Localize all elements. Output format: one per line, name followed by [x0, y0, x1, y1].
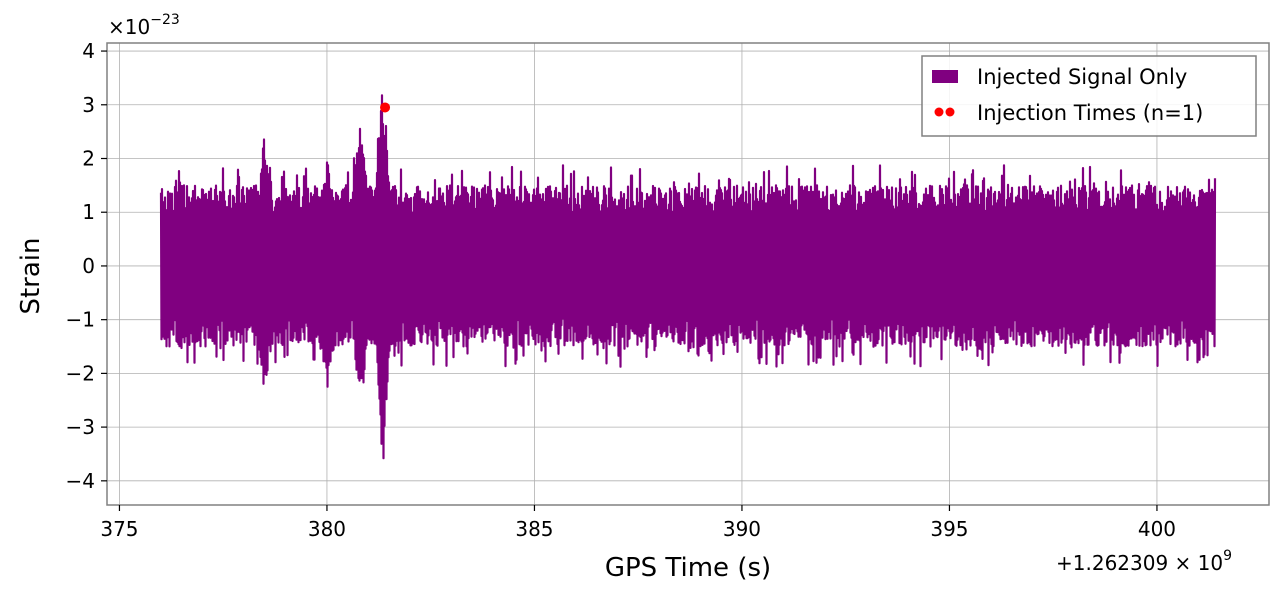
y-axis-label: Strain — [16, 237, 46, 314]
injection-point — [380, 102, 391, 113]
x-tick-label: 375 — [100, 517, 138, 541]
y-tick-label: −4 — [66, 469, 95, 493]
axis-ticks: 375 380 385 390 395 400 4 3 2 1 0 −1 −2 −3 −4 — [66, 39, 1177, 541]
legend-label-signal: Injected Signal Only — [977, 65, 1187, 89]
plot-frame — [106, 42, 1270, 506]
legend-label-injection: Injection Times (n=1) — [977, 101, 1203, 125]
y-tick-label: −3 — [66, 415, 95, 439]
legend: Injected Signal Only Injection Times (n=… — [921, 55, 1257, 137]
signal-line — [159, 94, 1217, 460]
injection-series — [380, 102, 391, 113]
x-axis-label: GPS Time (s) — [605, 553, 771, 583]
y-tick-label: 0 — [82, 254, 95, 278]
x-tick-label: 400 — [1138, 517, 1176, 541]
x-tick-label: 390 — [723, 517, 761, 541]
y-multiplier-label: ×10−23 — [108, 12, 180, 39]
y-tick-label: −1 — [66, 308, 95, 332]
signal-series — [159, 94, 1217, 460]
y-tick-label: 2 — [82, 147, 95, 171]
legend-swatch-signal — [932, 70, 958, 83]
y-tick-label: 1 — [82, 200, 95, 224]
y-tick-label: 3 — [82, 93, 95, 117]
x-tick-label: 395 — [930, 517, 968, 541]
legend-marker-injection-2 — [945, 107, 955, 117]
legend-marker-injection-1 — [934, 107, 944, 117]
x-tick-label: 380 — [308, 517, 346, 541]
y-tick-label: 4 — [82, 39, 95, 63]
y-tick-label: −2 — [66, 361, 95, 385]
legend-box — [921, 55, 1257, 137]
x-tick-label: 385 — [515, 517, 553, 541]
x-offset-label: +1.262309 × 109 — [1056, 548, 1232, 575]
